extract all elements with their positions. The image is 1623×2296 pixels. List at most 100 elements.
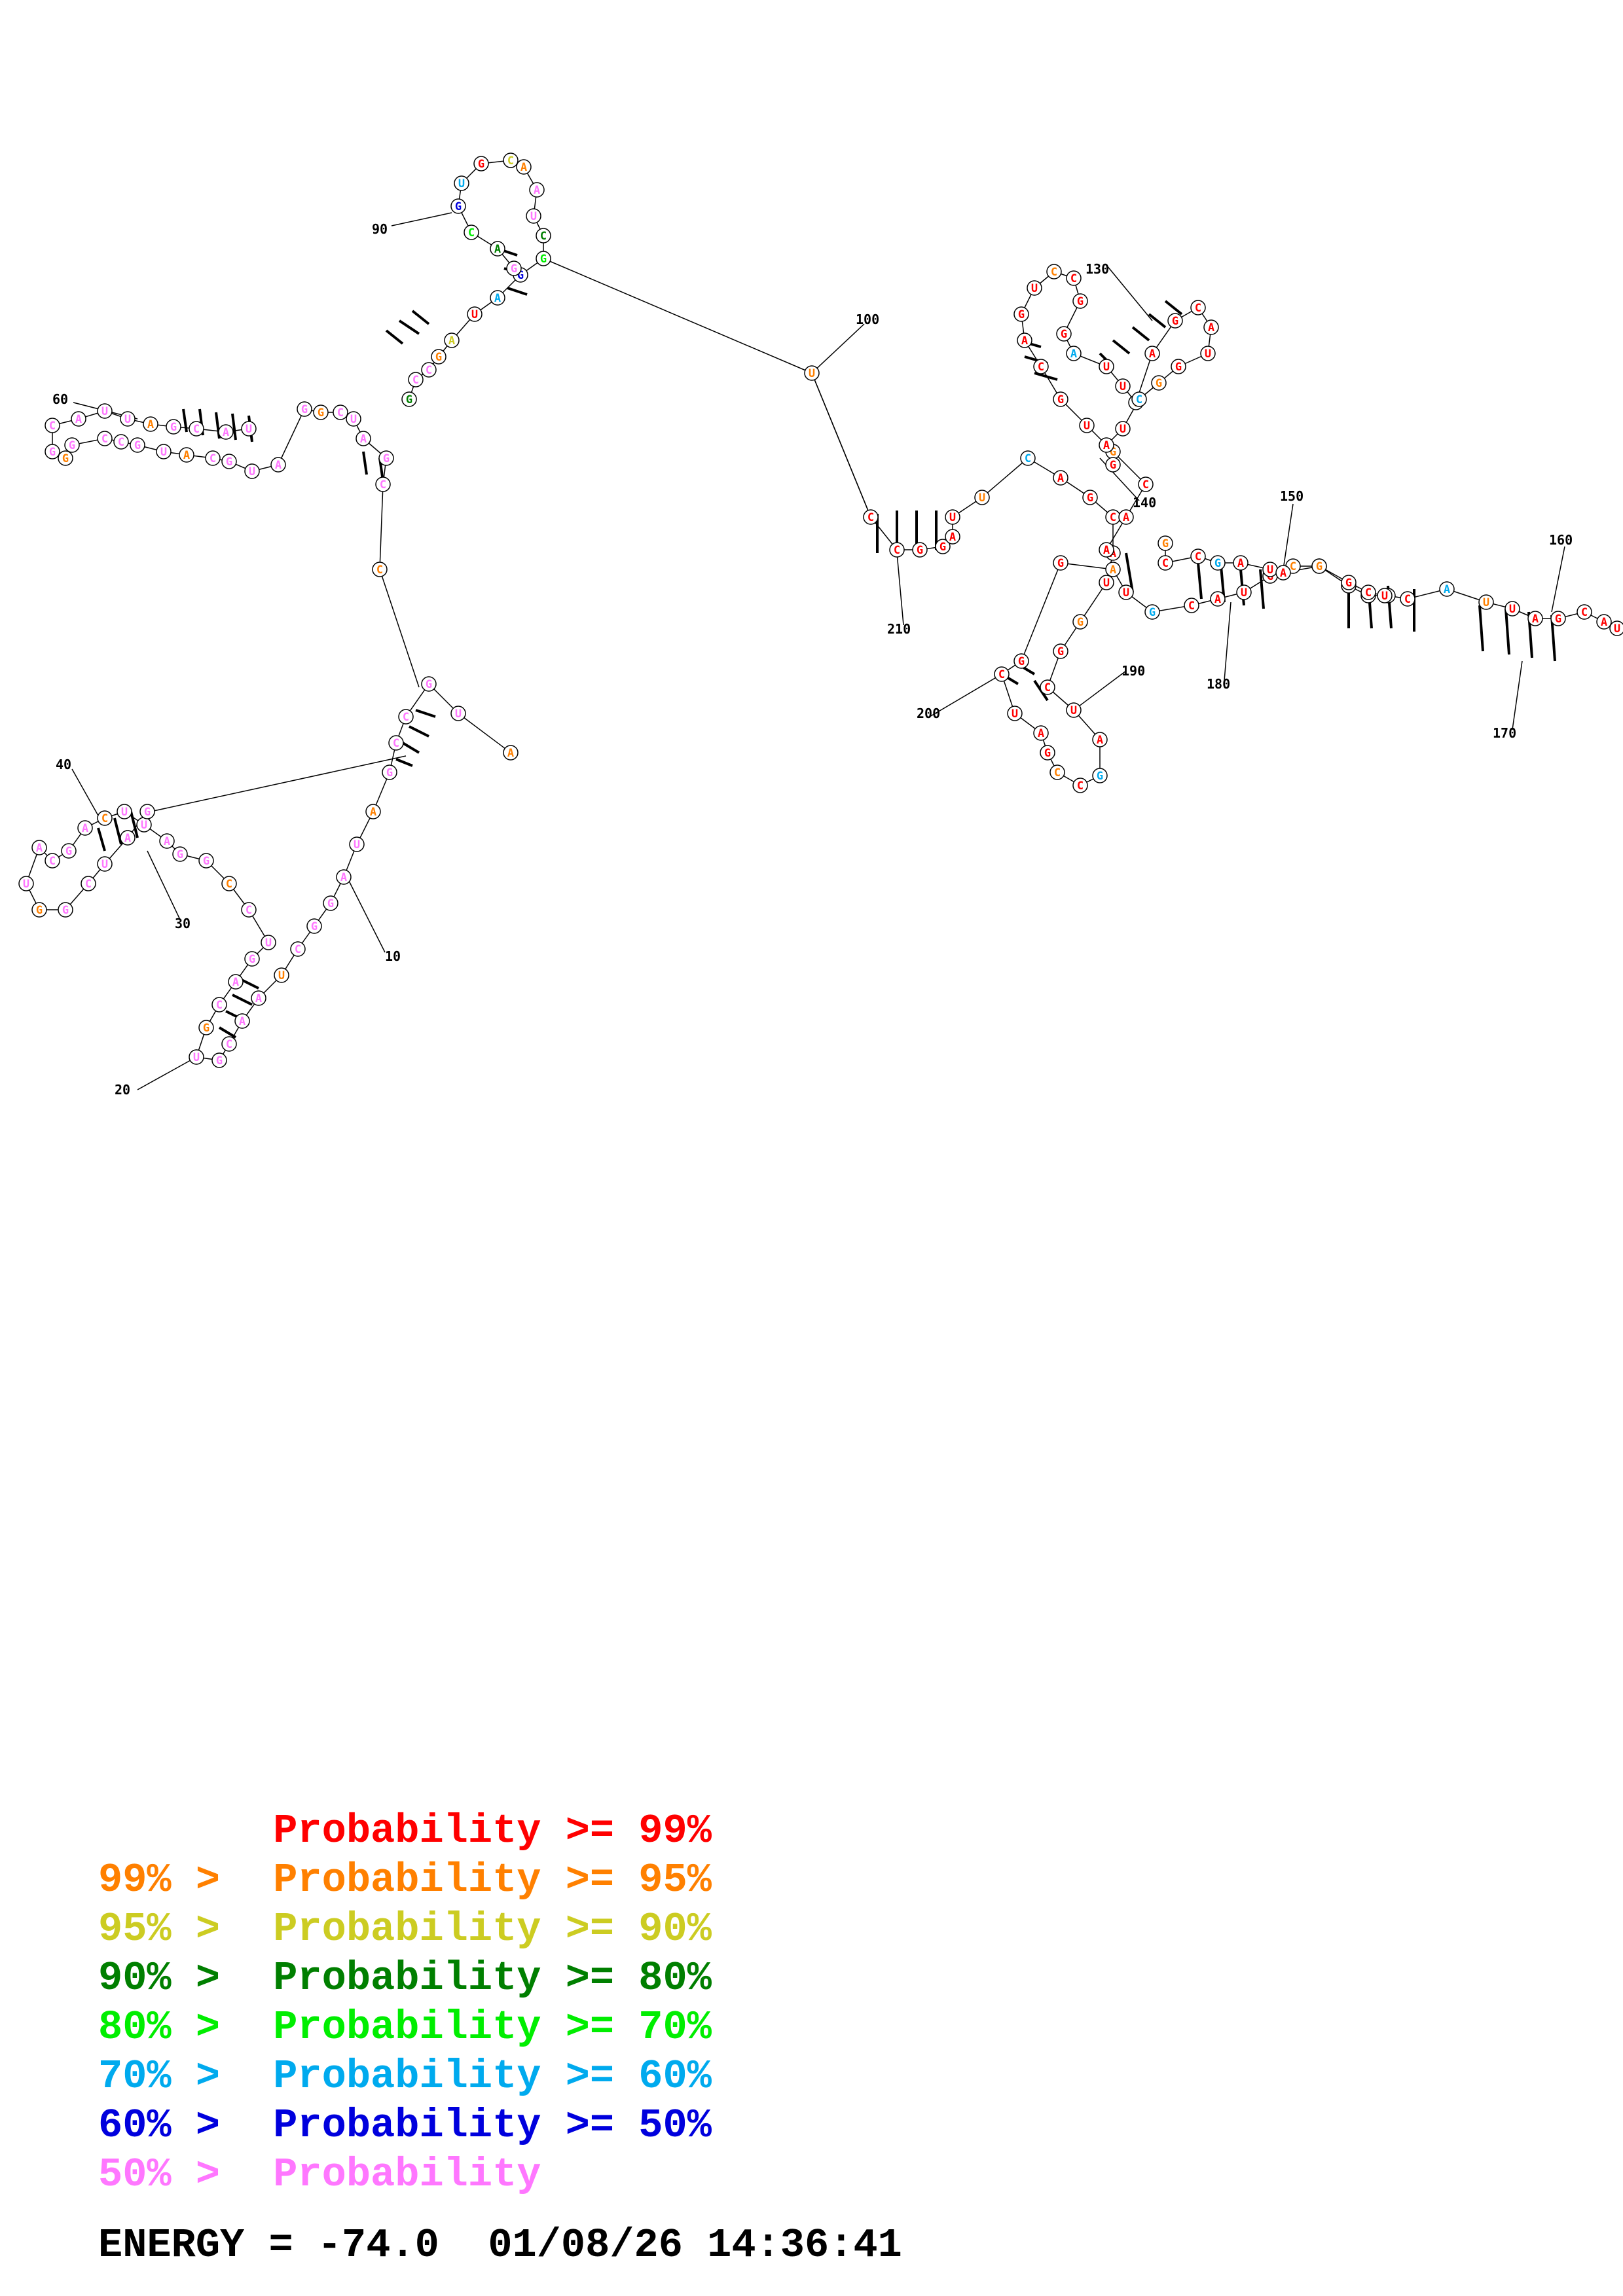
timestamp: 01/08/26 14:36:41: [488, 2222, 902, 2269]
nucleotide-letter: G: [1097, 770, 1103, 783]
nucleotide-letter: C: [1290, 560, 1296, 573]
nucleotide-letter: C: [1051, 266, 1057, 279]
nucleotide-letter: C: [226, 878, 232, 891]
nucleotide-letter: A: [360, 433, 367, 446]
nucleotide-circle: [863, 509, 879, 525]
legend-prefix: 80% >: [98, 2004, 221, 2051]
nucleotide: C: [375, 476, 391, 492]
base-pair-bond: [507, 287, 528, 296]
nucleotide-circle: [1577, 604, 1592, 620]
nucleotide-circle: [1341, 575, 1357, 590]
nucleotide-letter: U: [471, 308, 478, 321]
index-label-40: 40: [56, 757, 71, 772]
nucleotide: G: [1151, 375, 1167, 391]
legend-label: Probability >= 50%: [273, 2102, 712, 2149]
nucleotide-letter: C: [507, 154, 514, 168]
nucleotide: G: [306, 918, 322, 934]
nucleotide-letter: C: [426, 364, 432, 377]
nucleotide: G: [1056, 326, 1072, 342]
nucleotide-circle: [536, 251, 551, 266]
nucleotide: G: [378, 450, 394, 466]
nucleotide: G: [401, 391, 417, 407]
nucleotide-letter: G: [1172, 315, 1178, 328]
nucleotide: U: [1504, 601, 1520, 617]
nucleotide-letter: U: [1267, 564, 1273, 577]
nucleotide-circle: [506, 260, 522, 276]
nucleotide: G: [1158, 535, 1173, 551]
nucleotide: C: [408, 372, 424, 387]
nucleotide: U: [450, 706, 466, 721]
nucleotide: G: [45, 444, 60, 459]
nucleotide-circle: [117, 804, 132, 819]
nucleotide-circle: [1478, 594, 1494, 610]
base-pair-bond: [113, 817, 122, 845]
nucleotide-circle: [1190, 300, 1206, 315]
legend-row-80: 90% > Probability >= 80%: [98, 1954, 712, 2003]
nucleotide: C: [1360, 584, 1376, 600]
nucleotide-circle: [189, 421, 204, 437]
nucleotide-circle: [1210, 591, 1226, 607]
base-pair-bond: [1197, 562, 1203, 600]
nucleotide-circle: [1072, 778, 1088, 793]
nucleotide: C: [464, 224, 479, 240]
legend-prefix: 50% >: [98, 2151, 221, 2198]
index-tick: [1073, 670, 1127, 711]
nucleotide: G: [1311, 558, 1327, 574]
nucleotide-letter: A: [1214, 593, 1221, 606]
nucleotide-letter: U: [1103, 361, 1110, 374]
nucleotide-circle: [156, 444, 172, 459]
nucleotide-circle: [18, 876, 34, 891]
nucleotide-letter: G: [327, 897, 334, 910]
nucleotide-circle: [372, 562, 388, 577]
nucleotide-letter: U: [1205, 348, 1211, 361]
legend-row-90: 95% > Probability >= 90%: [98, 1905, 712, 1954]
nucleotide-circle: [1210, 555, 1226, 571]
backbone-segment: [1080, 582, 1107, 622]
backbone-segment: [150, 755, 407, 812]
nucleotide-letter: G: [478, 158, 484, 171]
nucleotide: U: [974, 490, 990, 505]
nucleotide: U: [18, 876, 34, 891]
nucleotide-letter: G: [69, 439, 75, 452]
nucleotide: G: [1210, 555, 1226, 571]
nucleotide-letter: A: [232, 976, 239, 989]
nucleotide-letter: U: [1614, 622, 1620, 636]
index-label-90: 90: [372, 221, 388, 237]
nucleotide-letter: C: [210, 452, 216, 465]
nucleotide-circle: [349, 836, 365, 852]
nucleotide: C: [221, 876, 237, 891]
nucleotide-letter: G: [216, 1054, 223, 1067]
nucleotide: G: [1341, 575, 1357, 590]
base-pair-bond: [1259, 569, 1265, 609]
nucleotide-circle: [221, 454, 237, 469]
nucleotide-letter: U: [23, 878, 29, 891]
nucleotide-letter: U: [1483, 596, 1489, 609]
index-tick: [391, 212, 452, 226]
legend-row-70: 80% > Probability >= 70%: [98, 2003, 712, 2052]
nucleotide-letter: C: [376, 564, 383, 577]
nucleotide: G: [172, 846, 188, 862]
nucleotide-letter: A: [1097, 734, 1103, 747]
nucleotide: A: [179, 447, 194, 463]
nucleotide-circle: [1049, 764, 1065, 780]
nucleotide-circle: [398, 709, 414, 725]
nucleotide-letter: A: [507, 747, 514, 760]
nucleotide: G: [313, 404, 329, 420]
nucleotide-letter: G: [939, 541, 946, 554]
nucleotide-letter: A: [949, 531, 956, 544]
nucleotide-circle: [1400, 591, 1415, 607]
nucleotide: U: [244, 463, 260, 479]
nucleotide: U: [1115, 421, 1131, 437]
nucleotide: U: [804, 365, 820, 381]
nucleotide-letter: G: [1162, 537, 1169, 550]
nucleotide-letter: A: [1070, 348, 1077, 361]
nucleotide: U: [189, 1049, 204, 1065]
nucleotide-letter: A: [520, 161, 527, 174]
nucleotide-circle: [935, 539, 951, 554]
nucleotide-letter: A: [370, 806, 376, 819]
nucleotide: A: [159, 833, 175, 849]
nucleotide-letter: U: [1123, 586, 1129, 600]
nucleotide: G: [1072, 614, 1088, 630]
legend-row-50: 60% > Probability >= 50%: [98, 2101, 712, 2150]
